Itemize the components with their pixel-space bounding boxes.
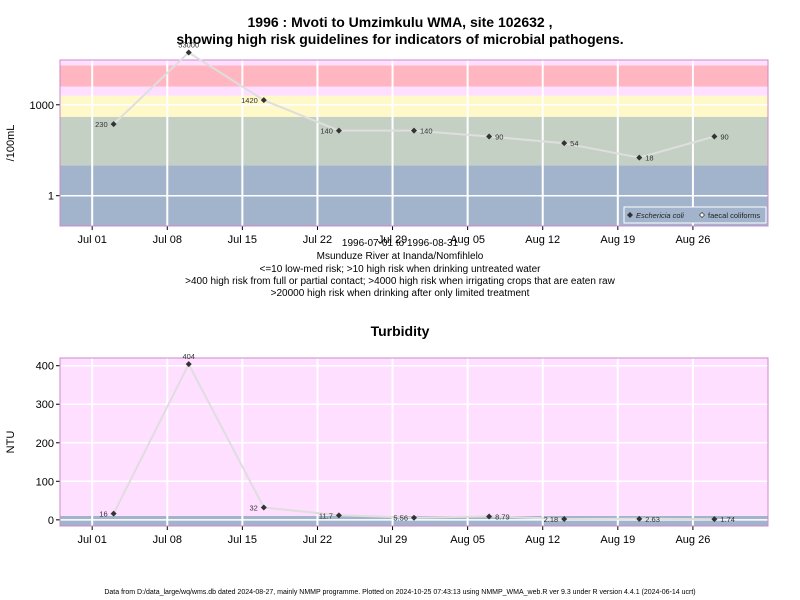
ecoli-legend-marker-1: [699, 212, 705, 218]
ecoli-data-point-6: [561, 140, 568, 147]
ntu-ytick-label-3: 300: [36, 399, 54, 411]
ecoli-legend-marker-0: [627, 212, 633, 218]
ntu-data-point-7: [636, 515, 643, 522]
ntu-xtick-label-8: Aug 26: [675, 534, 710, 546]
ecoli-data-point-2: [260, 97, 267, 104]
ntu-data-label-5: 8.79: [495, 512, 510, 521]
ntu-y-axis-label: NTU: [5, 431, 17, 454]
ntu-xtick-label-6: Aug 12: [525, 534, 560, 546]
ecoli-legend-label-0: Eschericia coli: [636, 211, 684, 220]
ecoli-band-1: [60, 116, 768, 166]
risk-note-3: >20000 high risk when drinking after onl…: [270, 288, 530, 299]
ntu-data-label-8: 1.74: [720, 515, 735, 524]
ecoli-xtick-label-4: Jul 29: [378, 234, 407, 246]
turbidity-title: Turbidity: [370, 323, 430, 339]
ecoli-plot-frame: [59, 59, 769, 227]
chart-title-line-1: 1996 : Mvoti to Umzimkulu WMA, site 1026…: [247, 14, 553, 30]
ntu-data-point-3: [335, 512, 342, 519]
ecoli-data-point-5: [486, 133, 493, 140]
ecoli-y-axis-label: /100mL: [5, 125, 17, 162]
ecoli-data-label-6: 54: [570, 139, 578, 148]
ntu-data-label-7: 2.63: [645, 515, 660, 524]
ecoli-xtick-label-6: Aug 12: [525, 234, 560, 246]
ecoli-data-point-8: [711, 133, 718, 140]
ecoli-band-5: [60, 60, 768, 66]
ecoli-xtick-label-3: Jul 22: [303, 234, 332, 246]
ecoli-data-label-1: 53000: [178, 41, 199, 50]
ntu-ytick-label-2: 200: [36, 438, 54, 450]
ntu-data-label-3: 11.7: [319, 511, 333, 520]
ntu-data-point-5: [486, 513, 493, 520]
ntu-data-label-0: 16: [99, 510, 107, 519]
ecoli-xtick-label-0: Jul 01: [78, 234, 107, 246]
footer-note: Data from D:/data_large/wq/wms.db dated …: [104, 589, 696, 596]
ecoli-data-label-5: 90: [495, 132, 503, 141]
ecoli-legend-box: [623, 206, 767, 224]
ntu-xtick-label-0: Jul 01: [78, 534, 107, 546]
ecoli-data-label-0: 230: [95, 120, 108, 129]
ntu-data-label-4: 5.56: [393, 514, 408, 523]
ecoli-band-3: [60, 86, 768, 96]
ecoli-data-point-1: [185, 49, 192, 56]
ntu-data-point-4: [411, 514, 417, 521]
ecoli-data-label-4: 140: [420, 127, 433, 136]
ntu-band-0: [60, 515, 768, 526]
ntu-band-1: [60, 358, 768, 516]
ntu-plot-frame: [59, 357, 769, 527]
ntu-data-point-0: [110, 510, 117, 517]
ntu-data-point-2: [260, 504, 267, 511]
ntu-data-label-6: 2.18: [544, 515, 559, 524]
ecoli-band-2: [60, 95, 768, 117]
ntu-xtick-label-2: Jul 15: [228, 534, 257, 546]
ntu-data-point-8: [711, 516, 718, 523]
ntu-data-label-1: 404: [182, 352, 195, 361]
ecoli-xtick-label-8: Aug 26: [675, 234, 710, 246]
date-range-label: 1996-07-01 to 1996-08-31: [341, 238, 459, 249]
risk-note-1: <=10 low-med risk; >10 high risk when dr…: [259, 264, 541, 275]
ntu-data-point-1: [185, 361, 192, 368]
ntu-xtick-label-5: Aug 05: [450, 534, 485, 546]
ntu-ytick-label-4: 400: [36, 361, 54, 373]
ecoli-data-point-3: [335, 127, 342, 134]
ecoli-data-label-3: 140: [320, 127, 333, 136]
ecoli-data-label-8: 90: [720, 132, 728, 141]
ecoli-data-point-7: [636, 154, 643, 161]
ecoli-band-4: [60, 65, 768, 87]
ecoli-data-point-0: [110, 121, 117, 128]
ntu-data-label-2: 32: [249, 504, 257, 513]
ecoli-xtick-label-7: Aug 19: [600, 234, 635, 246]
ecoli-legend-label-1: faecal coliforms: [708, 211, 760, 220]
ecoli-xtick-label-5: Aug 05: [450, 234, 485, 246]
risk-note-2: >400 high risk from full or partial cont…: [185, 276, 615, 287]
ecoli-xtick-label-2: Jul 15: [228, 234, 257, 246]
ecoli-data-label-2: 1420: [241, 96, 258, 105]
chart-title-line-2: showing high risk guidelines for indicat…: [176, 31, 624, 47]
ecoli-ytick-label-0: 1: [48, 191, 54, 203]
ntu-xtick-label-1: Jul 08: [153, 534, 182, 546]
ntu-xtick-label-7: Aug 19: [600, 534, 635, 546]
ntu-ytick-label-0: 0: [48, 515, 54, 527]
ntu-ytick-label-1: 100: [36, 476, 54, 488]
ntu-data-point-6: [561, 515, 568, 522]
site-name-label: Msunduze River at Inanda/Nomfihlelo: [316, 251, 484, 262]
ntu-xtick-label-3: Jul 22: [303, 534, 332, 546]
ecoli-data-point-4: [411, 127, 417, 134]
ecoli-ytick-label-1: 1000: [30, 100, 54, 112]
ecoli-data-label-7: 18: [645, 154, 653, 163]
ntu-xtick-label-4: Jul 29: [378, 534, 407, 546]
ecoli-xtick-label-1: Jul 08: [153, 234, 182, 246]
